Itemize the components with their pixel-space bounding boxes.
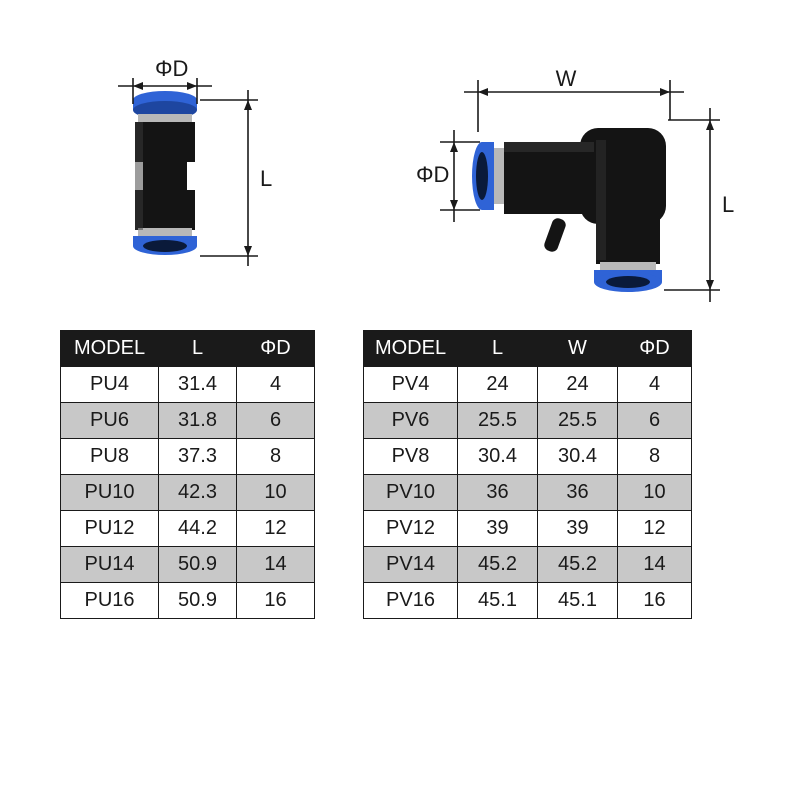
table-row: PV4 24 24 4 xyxy=(364,367,692,403)
table-row: PV14 45.2 45.2 14 xyxy=(364,547,692,583)
label-w-right: W xyxy=(556,66,577,91)
table-row: PV16 45.1 45.1 16 xyxy=(364,583,692,619)
pu-header-d: ΦD xyxy=(237,331,315,367)
table-row: PV12 39 39 12 xyxy=(364,511,692,547)
spec-tables: MODEL L ΦD PU4 31.4 4 PU6 31.8 6 PU8 xyxy=(60,330,740,619)
table-row: PV6 25.5 25.5 6 xyxy=(364,403,692,439)
pu-header-l: L xyxy=(159,331,237,367)
diagrams: ΦD L xyxy=(0,60,800,320)
table-row: PU16 50.9 16 xyxy=(61,583,315,619)
table-row: PU6 31.8 6 xyxy=(61,403,315,439)
table-row: PU4 31.4 4 xyxy=(61,367,315,403)
pv-header-l: L xyxy=(458,331,538,367)
label-l-right: L xyxy=(722,192,734,217)
table-row: PU8 37.3 8 xyxy=(61,439,315,475)
pv-header-model: MODEL xyxy=(364,331,458,367)
label-phi-d-right: ΦD xyxy=(416,162,449,187)
table-row: PU10 42.3 10 xyxy=(61,475,315,511)
label-phi-d-left: ΦD xyxy=(155,60,188,81)
pv-table: MODEL L W ΦD PV4 24 24 4 PV6 25.5 25.5 6 xyxy=(363,330,692,619)
elbow-fitting-diagram: W xyxy=(416,66,734,302)
pu-header-model: MODEL xyxy=(61,331,159,367)
pu-table: MODEL L ΦD PU4 31.4 4 PU6 31.8 6 PU8 xyxy=(60,330,315,619)
table-row: PU14 50.9 14 xyxy=(61,547,315,583)
table-row: PV8 30.4 30.4 8 xyxy=(364,439,692,475)
label-l-left: L xyxy=(260,166,272,191)
pv-header-w: W xyxy=(538,331,618,367)
table-row: PV10 36 36 10 xyxy=(364,475,692,511)
straight-fitting-diagram: ΦD L xyxy=(118,60,272,266)
pv-header-d: ΦD xyxy=(618,331,692,367)
table-row: PU12 44.2 12 xyxy=(61,511,315,547)
